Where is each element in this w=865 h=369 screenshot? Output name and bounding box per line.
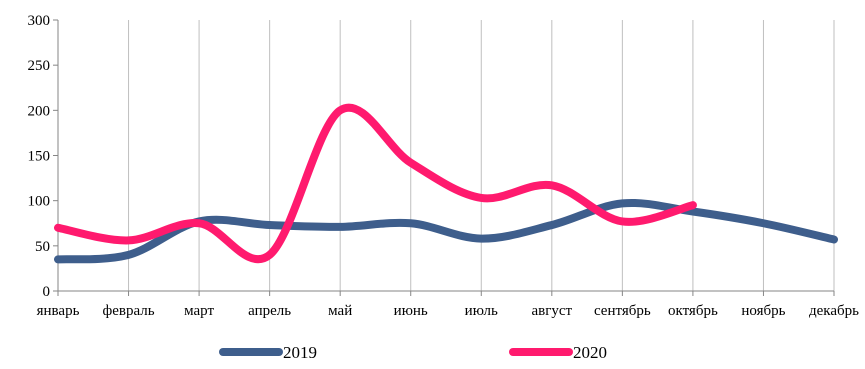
series-2019-point xyxy=(622,203,623,204)
x-tick-label: июль xyxy=(465,303,498,319)
series-2019-point xyxy=(551,225,552,226)
y-tick-label: 250 xyxy=(28,58,51,74)
x-tick-label: апрель xyxy=(248,303,291,319)
series-2019-point xyxy=(58,259,59,260)
x-axis-ticks: январь февраль март апрель май июнь июль август… xyxy=(37,291,859,319)
y-tick-label: 50 xyxy=(35,239,50,255)
series-lines xyxy=(54,103,838,264)
series-2019-point xyxy=(340,226,341,227)
series-2019-point xyxy=(692,211,693,212)
legend: 2019 2020 xyxy=(219,343,607,362)
legend-label: 2019 xyxy=(283,343,317,362)
series-2020-point xyxy=(58,227,59,228)
series-2020-point xyxy=(199,223,200,224)
x-tick-label: март xyxy=(184,303,214,319)
series-2019 xyxy=(54,198,838,264)
legend-item-2019: 2019 xyxy=(219,343,317,362)
y-tick-label: 200 xyxy=(28,103,51,119)
x-tick-label: ноябрь xyxy=(741,303,785,319)
series-2019-point xyxy=(128,254,129,255)
series-2019-point xyxy=(481,238,482,239)
axes xyxy=(57,20,834,292)
y-tick-label: 300 xyxy=(28,13,51,29)
series-2020-point xyxy=(340,110,341,111)
series-2019-point xyxy=(410,223,411,224)
x-tick-label: октябрь xyxy=(668,303,718,319)
x-tick-label: декабрь xyxy=(809,303,859,319)
x-tick-label: июнь xyxy=(394,303,428,319)
y-axis-ticks: 0 50 100 150 200 250 300 xyxy=(28,13,58,300)
series-2019-point xyxy=(763,223,764,224)
series-2019-point xyxy=(834,239,835,240)
series-2020 xyxy=(54,103,697,264)
series-2020-point xyxy=(551,185,552,186)
series-2020-point xyxy=(622,221,623,222)
x-tick-label: май xyxy=(328,303,352,319)
series-2020-point xyxy=(269,254,270,255)
series-2019-line xyxy=(54,198,838,264)
series-2020-point xyxy=(481,197,482,198)
y-tick-label: 100 xyxy=(28,194,51,210)
x-tick-label: август xyxy=(532,303,573,319)
series-2020-point xyxy=(692,205,693,206)
series-2020-point xyxy=(128,240,129,241)
series-2019-point xyxy=(269,225,270,226)
series-2020-point xyxy=(410,162,411,163)
x-tick-label: февраль xyxy=(103,303,155,319)
legend-item-2020: 2020 xyxy=(509,343,607,362)
series-2020-line xyxy=(54,103,697,264)
y-tick-label: 0 xyxy=(43,284,51,300)
grid-lines xyxy=(128,20,835,291)
y-tick-label: 150 xyxy=(28,149,51,165)
x-tick-label: январь xyxy=(37,303,80,319)
x-tick-label: сентябрь xyxy=(594,303,651,319)
legend-label: 2020 xyxy=(573,343,607,362)
